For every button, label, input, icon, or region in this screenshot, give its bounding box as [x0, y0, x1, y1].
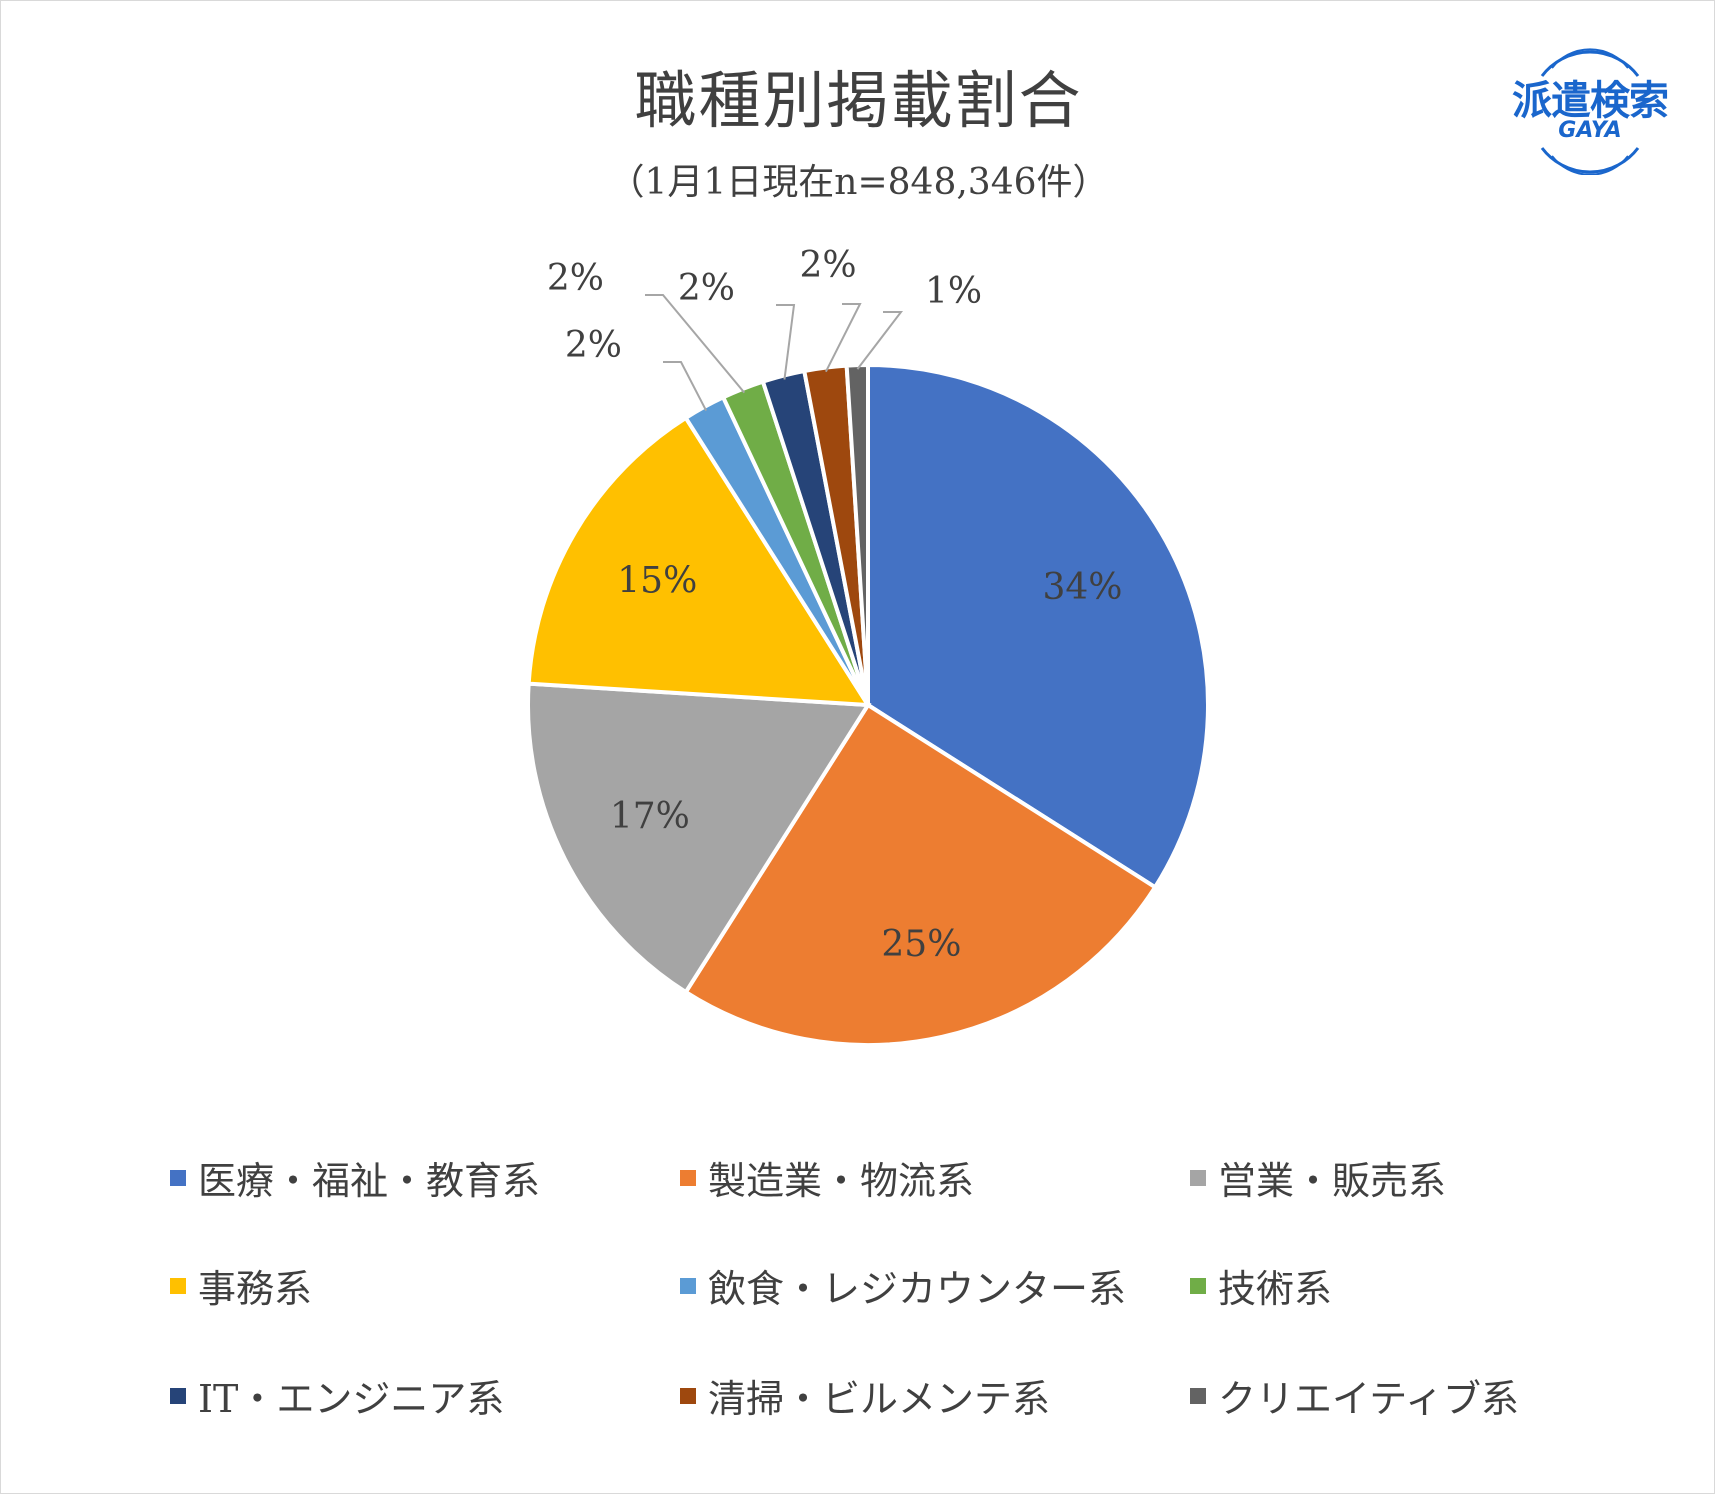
chart-subtitle: （1月1日現在n=848,346件） [608, 162, 1109, 203]
leader-line [776, 304, 796, 380]
leader-line [824, 303, 862, 373]
legend-swatch [170, 1169, 186, 1186]
pie-slice [683, 702, 1158, 1047]
slice-data-label: 2% [547, 258, 604, 299]
slice-data-label: 17% [610, 796, 690, 837]
legend-item: 清掃・ビルメンテ系 [680, 1368, 1050, 1423]
pie-slice [844, 362, 870, 706]
legend-label: 医療・福祉・教育系 [198, 1159, 541, 1203]
slice-data-label: 1% [925, 271, 982, 312]
slice-data-label: 2% [678, 268, 735, 309]
slice-data-label: 34% [1043, 567, 1123, 608]
logo-text: 派遣検索 [1512, 78, 1669, 124]
legend-swatch [1190, 1169, 1206, 1186]
legend-item: 飲食・レジカウンター系 [680, 1258, 1126, 1313]
legend-label: 技術系 [1218, 1267, 1333, 1311]
logo-subtext: GAYA [1558, 118, 1622, 143]
legend-label: 飲食・レジカウンター系 [708, 1267, 1127, 1311]
legend-item: 医療・福祉・教育系 [170, 1150, 540, 1205]
legend-label: IT・エンジニア系 [198, 1377, 505, 1421]
legend-item: クリエイティブ系 [1190, 1368, 1519, 1423]
legend-item: 事務系 [170, 1258, 312, 1313]
legend-label: 事務系 [198, 1267, 313, 1311]
legend-item: 技術系 [1190, 1258, 1332, 1313]
slice-data-label: 25% [881, 924, 961, 965]
slice-data-label: 2% [565, 325, 622, 366]
legend-item: 営業・販売系 [1190, 1150, 1446, 1205]
legend-swatch [680, 1387, 696, 1404]
legend-swatch [170, 1277, 186, 1294]
legend-item: IT・エンジニア系 [170, 1368, 504, 1423]
pie-chart: 34% 25% 17% 15% 2% 2% 2% 2% 1% [526, 245, 1210, 1047]
legend-swatch [1190, 1387, 1206, 1404]
legend-item: 製造業・物流系 [680, 1150, 974, 1205]
pie-slice [526, 415, 872, 708]
legend-swatch [680, 1169, 696, 1186]
leader-line [856, 311, 904, 370]
legend-swatch [680, 1277, 696, 1294]
legend-swatch [170, 1387, 186, 1404]
legend-label: 営業・販売系 [1218, 1159, 1447, 1203]
leader-line [663, 361, 708, 412]
legend-label: 清掃・ビルメンテ系 [708, 1377, 1051, 1421]
pie-slice [526, 681, 872, 995]
legend-label: 製造業・物流系 [708, 1159, 975, 1203]
slice-data-label: 2% [799, 245, 856, 286]
legend-label: クリエイティブ系 [1218, 1377, 1519, 1421]
slice-data-label: 15% [617, 560, 697, 601]
logo-arc-icon [1540, 48, 1640, 175]
chart-title: 職種別掲載割合 [634, 64, 1083, 137]
legend-swatch [1190, 1277, 1206, 1294]
leader-line [645, 294, 746, 394]
logo[interactable]: 派遣検索 GAYA [1500, 40, 1680, 175]
